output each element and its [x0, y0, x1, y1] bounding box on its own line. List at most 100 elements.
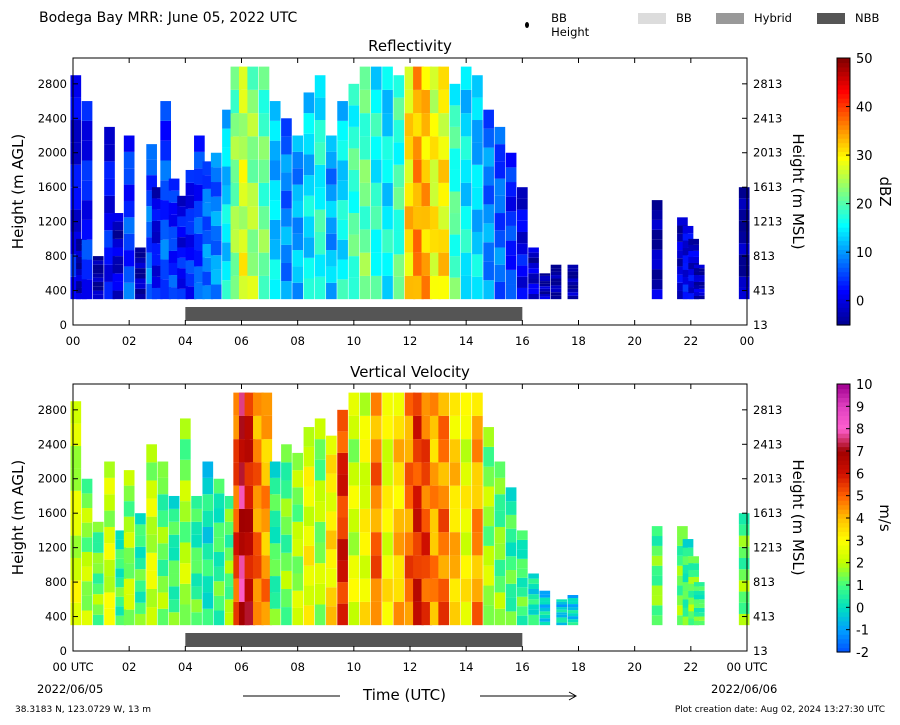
- data-column-cell: [682, 607, 694, 617]
- colorbar-segment: [837, 589, 850, 595]
- data-column-cell: [337, 160, 348, 181]
- colorbar-segment: [837, 293, 850, 299]
- data-column-cell: [382, 136, 393, 160]
- data-column-cell: [230, 113, 242, 137]
- y-tick-label-right: 2813: [753, 77, 782, 91]
- data-column-cell: [258, 159, 270, 183]
- data-column-cell: [505, 597, 517, 612]
- data-column-cell: [483, 526, 494, 546]
- data-column-cell: [326, 266, 337, 283]
- data-column-cell: [528, 588, 539, 595]
- data-column-cell: [326, 473, 337, 493]
- data-column-cell: [393, 120, 405, 143]
- data-column-cell: [292, 135, 304, 152]
- data-column-cell: [472, 555, 483, 579]
- data-column-cell: [104, 230, 115, 248]
- data-column-cell: [81, 551, 93, 567]
- data-column-cell: [168, 508, 180, 522]
- data-column-cell: [123, 594, 135, 610]
- data-column-cell: [404, 532, 416, 556]
- data-column-cell: [688, 590, 699, 598]
- colorbar-tick-label: 0: [856, 295, 864, 310]
- data-column-cell: [539, 283, 551, 287]
- data-column-cell: [185, 208, 197, 222]
- data-column-cell: [413, 206, 424, 230]
- data-column-cell: [688, 275, 699, 282]
- colorbar-segment: [837, 182, 850, 188]
- data-column-cell: [449, 392, 461, 416]
- data-column-cell: [194, 282, 205, 300]
- data-column-cell: [115, 558, 127, 569]
- data-column-cell: [115, 577, 127, 588]
- data-column-cell: [258, 252, 270, 276]
- bb-swatch-icon: [638, 12, 666, 24]
- data-column-cell: [693, 295, 705, 300]
- data-column-cell: [438, 555, 450, 579]
- data-column-cell: [70, 97, 82, 121]
- data-column-cell: [70, 580, 82, 603]
- data-column-cell: [567, 616, 579, 620]
- data-column-cell: [81, 595, 93, 611]
- data-column-cell: [404, 113, 416, 137]
- data-column-cell: [202, 188, 214, 203]
- y-tick-label-right: 2813: [753, 403, 782, 417]
- data-column-cell: [677, 266, 688, 275]
- colorbar-tick-label: 10: [856, 378, 873, 393]
- data-column-cell: [303, 216, 315, 238]
- data-column-cell: [168, 534, 180, 548]
- date-start-label: 2022/06/05: [37, 682, 104, 696]
- data-column-cell: [269, 200, 281, 220]
- data-column-cell: [348, 105, 360, 127]
- data-column-cell: [157, 510, 169, 527]
- data-column-cell: [258, 113, 270, 137]
- date-end-label: 2022/06/06: [711, 682, 778, 696]
- data-column-cell: [556, 607, 567, 610]
- data-column-cell: [269, 461, 281, 478]
- data-column-cell: [151, 265, 163, 277]
- colorbar-segment: [837, 455, 850, 461]
- data-column-cell: [168, 612, 180, 626]
- data-column-cell: [233, 508, 245, 533]
- data-column-cell: [222, 185, 233, 205]
- data-column-cell: [185, 169, 197, 183]
- colorbar-segment: [837, 187, 850, 193]
- data-column-cell: [92, 277, 104, 282]
- data-column-cell: [677, 555, 688, 566]
- data-column-cell: [382, 555, 393, 579]
- data-column-cell: [682, 233, 694, 241]
- data-column-cell: [348, 601, 360, 626]
- data-column-cell: [348, 508, 360, 533]
- colorbar-tick-label: 4: [856, 512, 864, 527]
- data-column-cell: [550, 281, 562, 286]
- colorbar-segment: [837, 571, 850, 577]
- data-column-cell: [104, 213, 115, 231]
- data-column-cell: [247, 182, 259, 207]
- data-column-cell: [92, 563, 104, 574]
- data-column-cell: [393, 532, 405, 556]
- colorbar-segment: [837, 522, 850, 528]
- colorbar-segment: [837, 553, 850, 559]
- data-column-cell: [528, 288, 539, 294]
- x-axis-title: Time (UTC): [363, 686, 446, 704]
- data-column-cell: [404, 182, 416, 207]
- data-column-cell: [382, 508, 393, 533]
- y-axis-title-right: Height (m MSL): [789, 459, 807, 575]
- data-column-cell: [202, 257, 214, 272]
- data-column-cell: [421, 275, 433, 300]
- data-column-cell: [738, 276, 750, 288]
- y-tick-label-right: 13: [753, 318, 768, 332]
- colorbar-segment: [837, 535, 850, 541]
- data-column-cell: [404, 392, 416, 416]
- colorbar-tick-label: 3: [856, 534, 864, 549]
- data-column-cell: [104, 576, 115, 593]
- data-column-cell: [677, 595, 688, 606]
- data-column-cell: [337, 219, 348, 240]
- data-column-cell: [92, 604, 104, 615]
- data-column-cell: [115, 606, 127, 616]
- data-column-cell: [429, 89, 441, 114]
- data-column-cell: [146, 190, 157, 207]
- data-column-cell: [247, 136, 259, 160]
- data-column-cell: [688, 563, 699, 571]
- data-column-cell: [413, 159, 424, 183]
